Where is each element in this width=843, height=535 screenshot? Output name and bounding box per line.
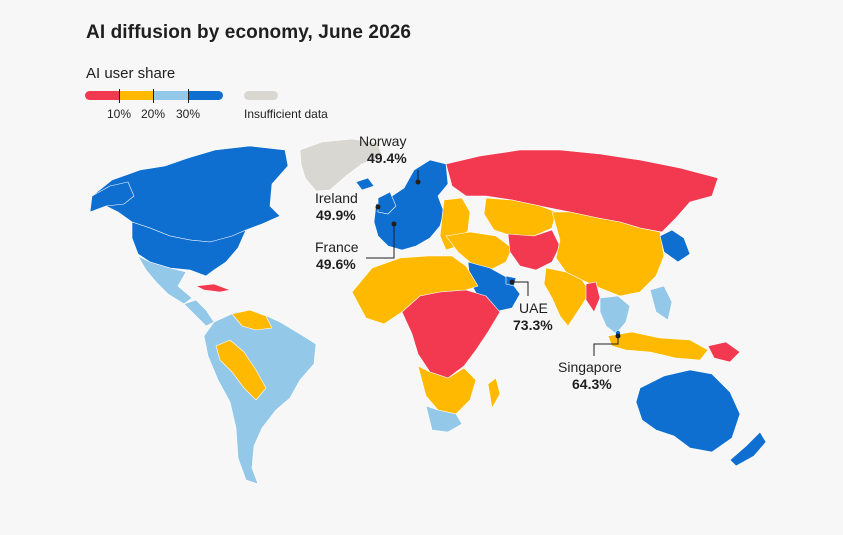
- iceland: [355, 177, 375, 191]
- indonesia: [607, 331, 709, 361]
- callout-singapore: Singapore 64.3%: [558, 333, 622, 392]
- philippines: [649, 285, 673, 321]
- legend-color-scale: [85, 91, 223, 100]
- legend-threshold-label: 20%: [141, 107, 166, 121]
- legend-swatch-insufficient: [244, 91, 278, 100]
- turkey-middle-east: [445, 231, 513, 271]
- callout-value: 49.9%: [316, 207, 356, 223]
- myanmar: [585, 281, 601, 313]
- china: [551, 211, 665, 297]
- callout-name: UAE: [519, 300, 548, 316]
- legend-tick: [119, 89, 120, 103]
- uk-ireland: [377, 191, 397, 215]
- central-america: [183, 299, 215, 327]
- callout-value: 73.3%: [513, 317, 553, 333]
- page-title: AI diffusion by economy, June 2026: [86, 22, 412, 43]
- callout-name: Norway: [359, 133, 406, 149]
- venezuela-region: [231, 309, 273, 331]
- united-states: [131, 221, 247, 277]
- south-africa: [425, 405, 463, 433]
- australia: [635, 369, 741, 453]
- callout-france: France 49.6%: [315, 221, 397, 272]
- callout-value: 49.4%: [367, 150, 407, 166]
- papua-new-guinea: [707, 341, 741, 363]
- mexico: [137, 255, 193, 305]
- new-zealand: [729, 431, 767, 467]
- southern-africa: [417, 365, 477, 415]
- legend-threshold-label: 10%: [107, 107, 132, 121]
- callout-name: Singapore: [558, 359, 622, 375]
- callout-name: Ireland: [315, 190, 358, 206]
- callout-norway: Norway 49.4%: [359, 133, 421, 185]
- iran-region: [507, 229, 561, 271]
- central-asia: [483, 197, 557, 237]
- legend-swatch-20-30: [154, 91, 189, 100]
- legend-swatch-above-30: [188, 91, 223, 100]
- india: [543, 267, 591, 327]
- bolivia-region: [215, 339, 267, 401]
- legend-swatch-below-10: [85, 91, 120, 100]
- legend-tick: [153, 89, 154, 103]
- legend-swatch-10-20: [119, 91, 154, 100]
- central-africa: [401, 289, 501, 379]
- callout-value: 64.3%: [572, 376, 612, 392]
- japan-korea: [659, 229, 691, 263]
- legend-insufficient-label: Insufficient data: [244, 107, 328, 121]
- north-africa: [351, 255, 479, 325]
- legend-title: AI user share: [86, 65, 176, 82]
- callout-value: 49.6%: [316, 256, 356, 272]
- callout-uae: UAE 73.3%: [509, 279, 553, 333]
- legend-tick: [188, 89, 189, 103]
- russia: [445, 149, 719, 233]
- callout-name: France: [315, 239, 359, 255]
- callout-ireland: Ireland 49.9%: [315, 190, 381, 223]
- greenland: [299, 138, 383, 192]
- southeast-asia: [599, 295, 631, 335]
- cuba: [194, 283, 232, 293]
- alaska: [89, 181, 135, 213]
- south-america: [203, 311, 317, 485]
- legend-threshold-label: 30%: [176, 107, 201, 121]
- madagascar: [487, 377, 501, 409]
